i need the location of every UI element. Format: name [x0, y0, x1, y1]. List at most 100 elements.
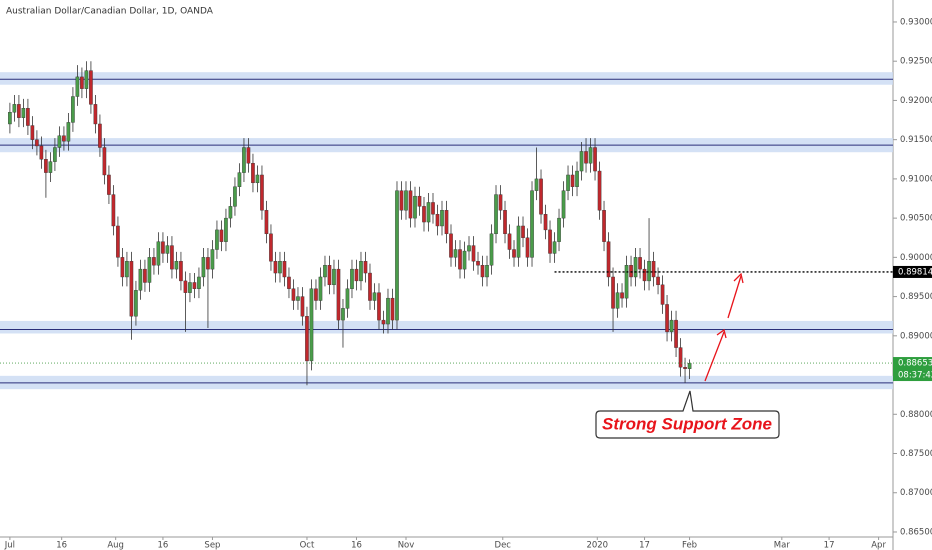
candle-body — [165, 245, 170, 254]
candle-body — [134, 290, 138, 317]
candle-body — [53, 147, 57, 162]
candle-body — [21, 108, 26, 118]
y-tick-label: 0.92000 — [900, 96, 932, 106]
candle-body — [570, 174, 575, 187]
candle-body — [674, 319, 678, 348]
chart-title: Australian Dollar/Canadian Dollar, 1D, O… — [6, 7, 214, 17]
candle-body — [39, 145, 44, 160]
candle-body — [669, 319, 674, 333]
candle-body — [62, 135, 66, 142]
candle-body — [75, 76, 80, 97]
candle-body — [467, 245, 471, 252]
candle-body — [237, 172, 242, 187]
candle-body — [656, 276, 660, 286]
candle-body — [215, 229, 219, 250]
y-tick-label: 0.87000 — [900, 488, 932, 498]
candle-body — [116, 225, 120, 258]
candle-body — [57, 135, 62, 148]
last-price-box — [893, 357, 932, 382]
candle-body — [431, 202, 435, 215]
candle-body — [282, 261, 287, 278]
candle-body — [543, 214, 548, 231]
candle-body — [345, 288, 350, 309]
candle-body — [629, 265, 633, 278]
candle-body — [336, 268, 341, 321]
x-tick-label: Feb — [682, 541, 697, 550]
candle-body — [426, 202, 431, 223]
candle-body — [210, 249, 215, 270]
candle-body — [354, 268, 359, 282]
candle-body — [462, 250, 467, 270]
support-resistance-zone — [0, 72, 893, 85]
x-tick-label: 16 — [56, 541, 67, 550]
candle-body — [633, 257, 638, 278]
candle-body — [71, 96, 75, 123]
candle-body — [278, 261, 282, 274]
callout-box — [595, 390, 780, 439]
candle-body — [66, 122, 71, 142]
candle-body — [264, 210, 269, 235]
candle-body — [341, 308, 345, 321]
candle-body — [624, 265, 629, 299]
candle-body — [287, 276, 291, 289]
candle-body — [660, 284, 665, 305]
candle-body — [89, 70, 93, 105]
candle-body — [125, 261, 129, 278]
y-tick-label: 0.86500 — [900, 527, 932, 537]
candle-body — [219, 229, 224, 242]
candle-body — [327, 265, 332, 286]
candle-body — [638, 257, 642, 270]
candle-body — [377, 292, 381, 321]
candle-body — [206, 257, 210, 270]
candle-body — [593, 147, 597, 172]
level-label-box — [893, 265, 932, 278]
y-tick-label: 0.89500 — [900, 292, 932, 302]
candle-body — [687, 363, 692, 369]
candle-body — [251, 163, 255, 184]
candle-body — [201, 257, 206, 278]
candle-body — [363, 261, 368, 274]
candle-body — [642, 268, 647, 282]
candle-body — [368, 272, 372, 301]
candle-body — [84, 70, 89, 89]
candle-body — [444, 210, 449, 235]
candle-body — [606, 241, 611, 278]
x-tick-label: Mar — [774, 541, 791, 550]
candle-body — [26, 108, 30, 126]
candle-body — [494, 194, 498, 235]
candle-body — [224, 217, 228, 242]
candle-body — [665, 304, 669, 333]
candle-body — [242, 147, 246, 173]
candle-body — [188, 282, 192, 293]
candle-body — [332, 268, 336, 286]
y-tick-label: 0.89000 — [900, 331, 932, 341]
x-tick-label: 16 — [351, 541, 362, 550]
x-tick-label: Dec — [495, 541, 512, 550]
candle-body — [300, 296, 305, 317]
candle-body — [588, 147, 593, 164]
x-tick-label: Oct — [300, 541, 315, 550]
candle-body — [651, 261, 656, 278]
candle-body — [98, 123, 102, 148]
candle-body — [435, 214, 440, 227]
candle-body — [314, 288, 318, 301]
candle-body — [390, 297, 395, 321]
candle-body — [152, 257, 156, 266]
x-tick-label: 17 — [639, 541, 650, 550]
candle-body — [476, 261, 480, 266]
candle-body — [291, 288, 296, 301]
candle-body — [534, 178, 539, 191]
candle-body — [557, 217, 561, 242]
y-tick-label: 0.93000 — [900, 17, 932, 27]
candle-body — [359, 261, 363, 282]
candle-body — [93, 104, 98, 125]
candle-body — [197, 276, 201, 289]
candle-body — [647, 261, 651, 282]
candle-body — [323, 265, 327, 278]
candle-body — [183, 280, 188, 293]
candle-body — [453, 249, 458, 258]
candle-body — [233, 186, 237, 207]
candle-body — [602, 210, 606, 242]
candle-body — [269, 233, 273, 262]
